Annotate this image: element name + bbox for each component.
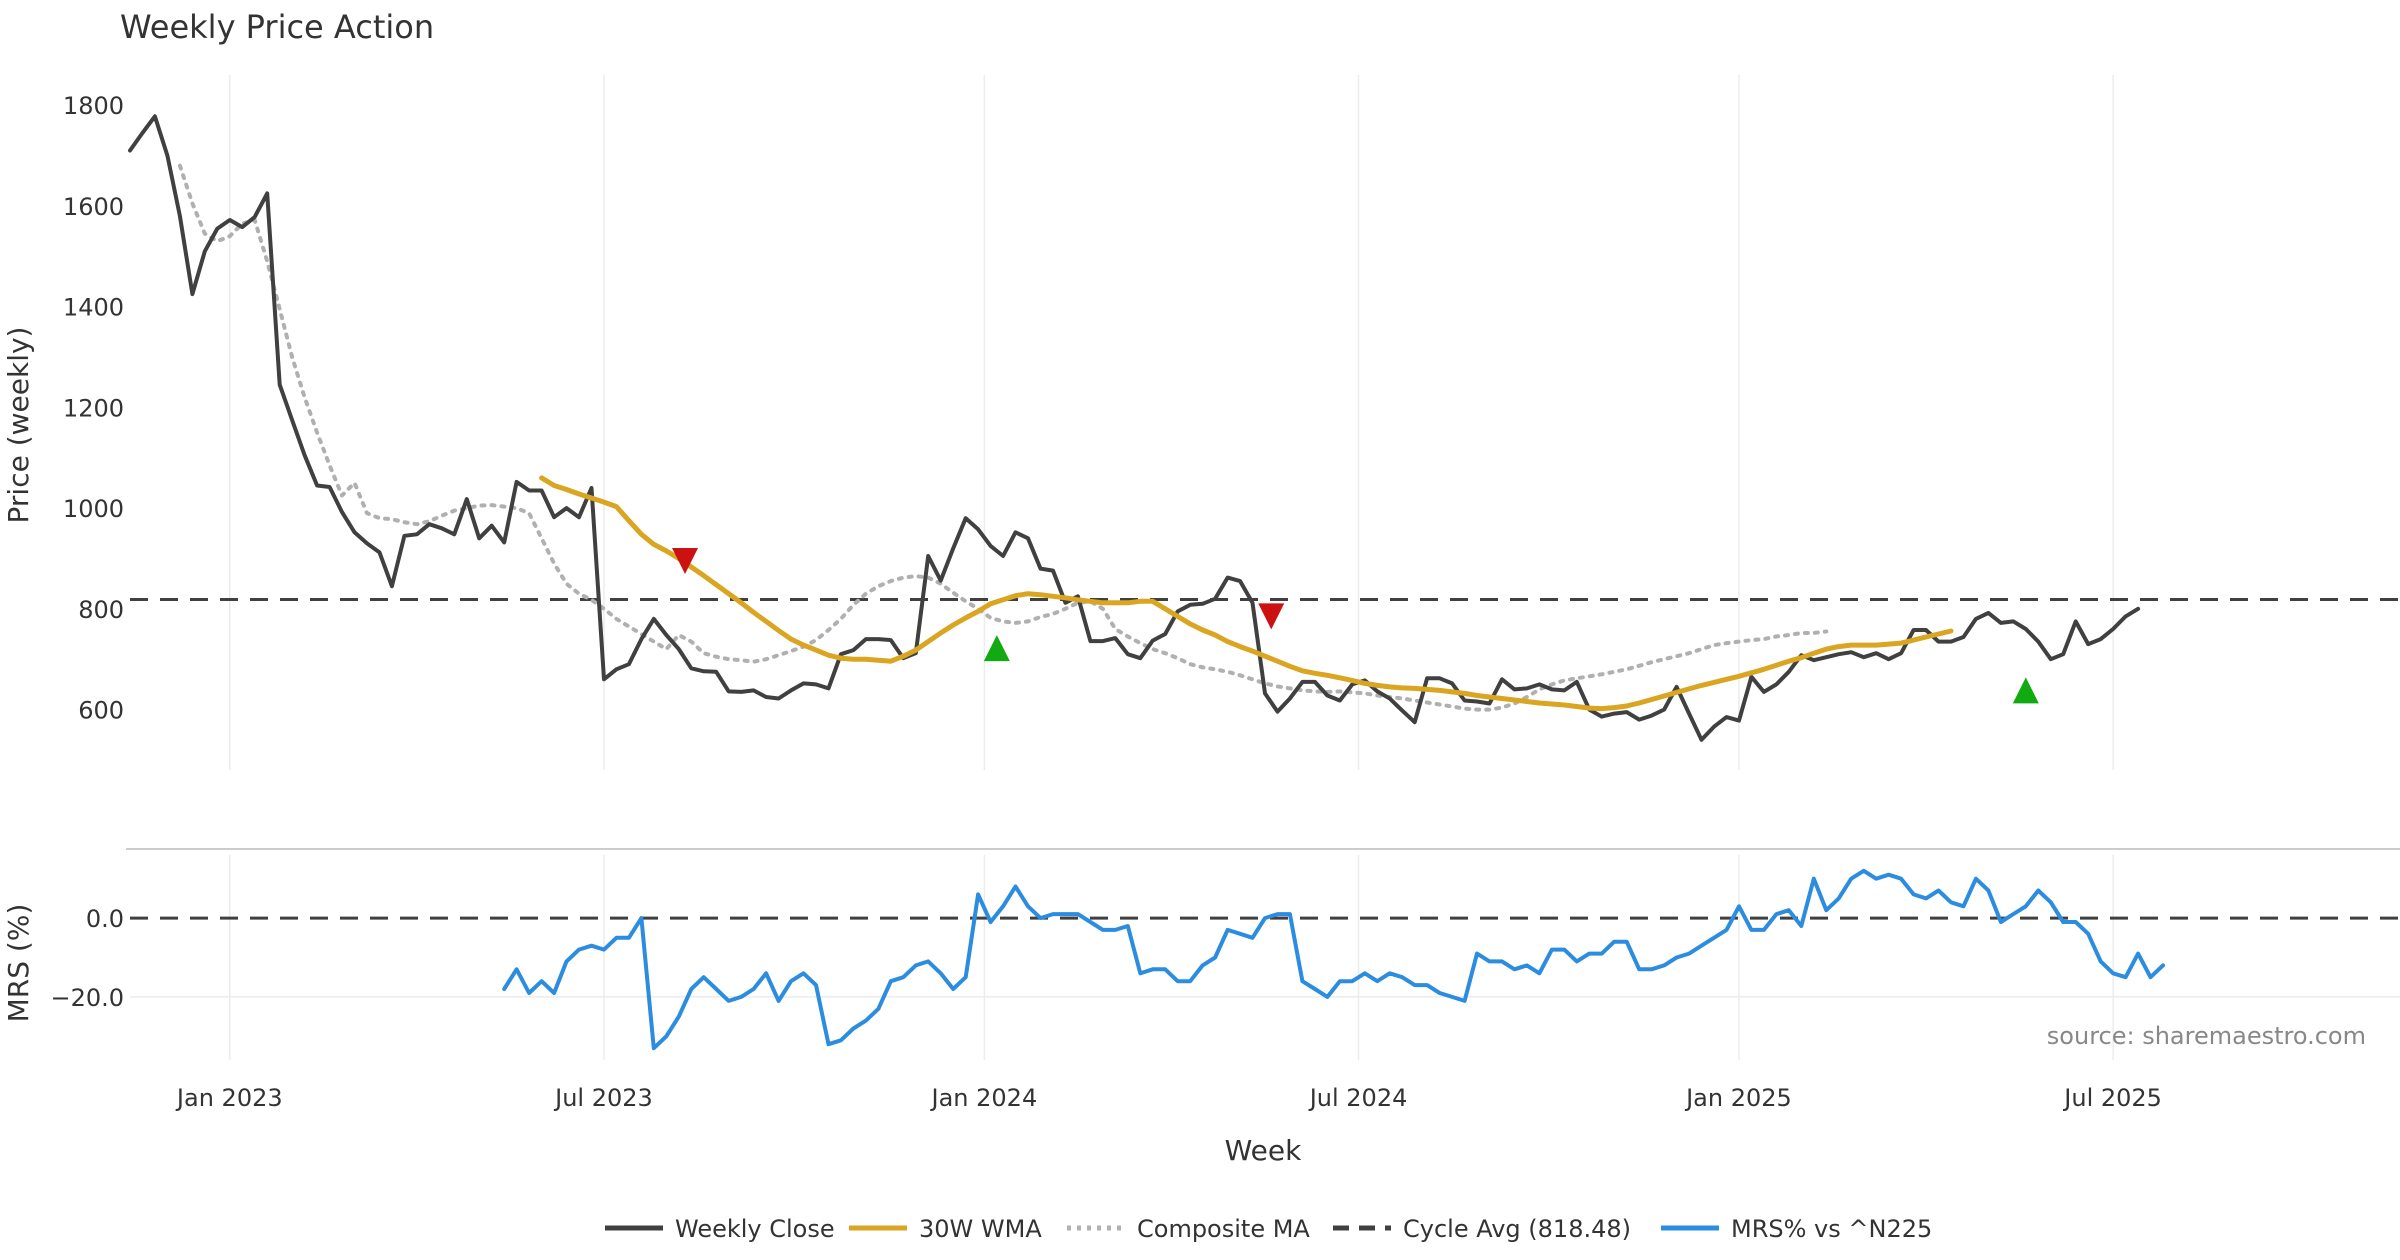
x-tick-label: Jul 2023 [553,1084,653,1112]
buy-signal-marker [2012,677,2039,704]
mrs-y-tick-label: 0.0 [86,905,124,933]
series-30w-wma [539,475,1954,712]
legend-item-30w-wma: 30W WMA [849,1215,1042,1243]
series-mrs-vs-n225 [502,868,2165,1051]
price-y-tick-label: 800 [78,596,124,624]
legend: Weekly Close 30W WMA Composite MA Cycle Avg… [605,1215,1932,1243]
price-series-group [128,114,2400,742]
x-tick-label: Jan 2023 [175,1084,283,1112]
sell-signal-marker [672,547,699,574]
buy-signal-marker [983,635,1010,662]
legend-label: Cycle Avg (818.48) [1403,1215,1631,1243]
price-gridlines [229,75,2114,770]
source-note: source: sharemaestro.com [2047,1022,2366,1050]
x-axis-label: Week [1225,1134,1302,1167]
mrs-series-group [130,868,2400,1051]
price-y-tick-labels: 600 800 1000 1200 1400 1600 1800 [63,92,124,724]
legend-label: Composite MA [1137,1215,1310,1243]
x-tick-label: Jul 2025 [2062,1084,2162,1112]
mrs-y-axis-label: MRS (%) [2,904,35,1023]
x-tick-labels: Jan 2023 Jul 2023 Jan 2024 Jul 2024 Jan 2025… [175,1084,2162,1112]
price-y-tick-label: 1200 [63,394,124,422]
price-y-tick-label: 1400 [63,294,124,322]
legend-item-mrs-vs-n225: MRS% vs ^N225 [1661,1215,1932,1243]
sell-signal-marker [1258,603,1285,630]
price-y-tick-label: 600 [78,697,124,725]
signal-markers [672,547,2039,704]
price-y-tick-label: 1600 [63,193,124,221]
mrs-gridlines [130,855,2400,1060]
x-tick-label: Jan 2024 [930,1084,1038,1112]
mrs-y-tick-label: −20.0 [50,984,124,1012]
series-composite-ma [177,163,1829,712]
legend-item-cycle-avg-818-48: Cycle Avg (818.48) [1333,1215,1631,1243]
price-y-tick-label: 1000 [63,495,124,523]
x-tick-label: Jul 2024 [1308,1084,1408,1112]
price-y-tick-label: 1800 [63,92,124,120]
mrs-y-tick-labels: 0.0 −20.0 [50,905,124,1012]
x-tick-label: Jan 2025 [1684,1084,1792,1112]
legend-label: 30W WMA [919,1215,1042,1243]
chart-title: Weekly Price Action [120,8,434,46]
price-y-axis-label: Price (weekly) [2,327,35,524]
legend-label: Weekly Close [675,1215,835,1243]
legend-item-weekly-close: Weekly Close [605,1215,835,1243]
legend-item-composite-ma: Composite MA [1067,1215,1310,1243]
legend-label: MRS% vs ^N225 [1731,1215,1932,1243]
